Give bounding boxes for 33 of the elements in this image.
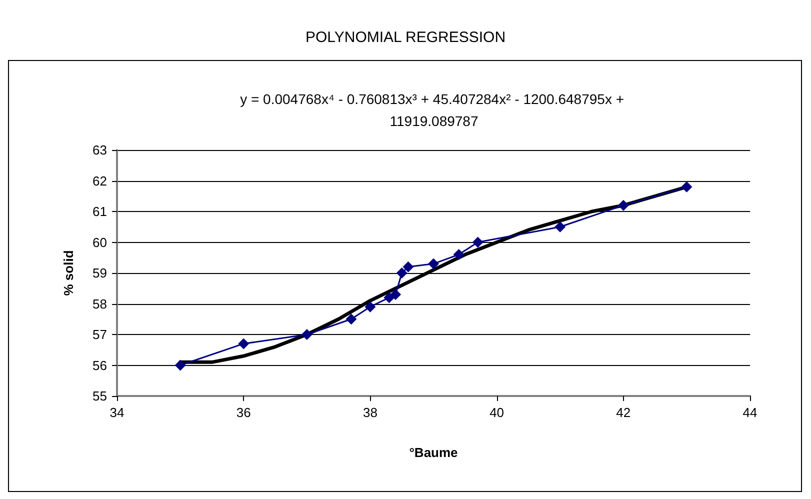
x-tick-label: 44: [742, 405, 758, 420]
y-tick-label: 61: [92, 204, 107, 219]
point: [174, 360, 186, 371]
y-tick-label: 56: [92, 358, 107, 373]
x-tick-label: 38: [362, 405, 378, 420]
point: [554, 221, 566, 232]
point: [681, 181, 692, 192]
y-axis-title: % solid: [61, 250, 76, 296]
point: [238, 338, 250, 350]
x-tick-label: 42: [616, 405, 631, 420]
x-tick-label: 40: [490, 405, 504, 420]
x-tick-label: 34: [110, 405, 124, 420]
point: [346, 314, 357, 325]
y-tick-label: 55: [92, 388, 107, 404]
point: [618, 200, 629, 211]
x-tick-label: 36: [236, 405, 251, 420]
y-tick-label: 59: [92, 266, 107, 280]
text: y = 0.004768x⁴ - 0.760813x³ + 45.407284x² - 1200.648795x + 11919.089787: [240, 91, 628, 129]
point: [364, 301, 376, 312]
point: [396, 268, 408, 278]
y-tick-label: 57: [92, 327, 107, 342]
y-tick-label: 63: [92, 142, 107, 158]
chart-title: POLYNOMIAL REGRESSION: [305, 29, 506, 46]
y-tick-label: 62: [92, 173, 107, 188]
point: [428, 258, 439, 270]
point: [453, 249, 464, 260]
y-tick-label: 58: [92, 296, 107, 312]
point: [301, 329, 312, 340]
x-axis-title: °Baume: [409, 445, 458, 460]
y-tick-label: 60: [92, 234, 107, 250]
point: [390, 289, 402, 300]
point: [472, 236, 484, 248]
point: [402, 261, 414, 272]
